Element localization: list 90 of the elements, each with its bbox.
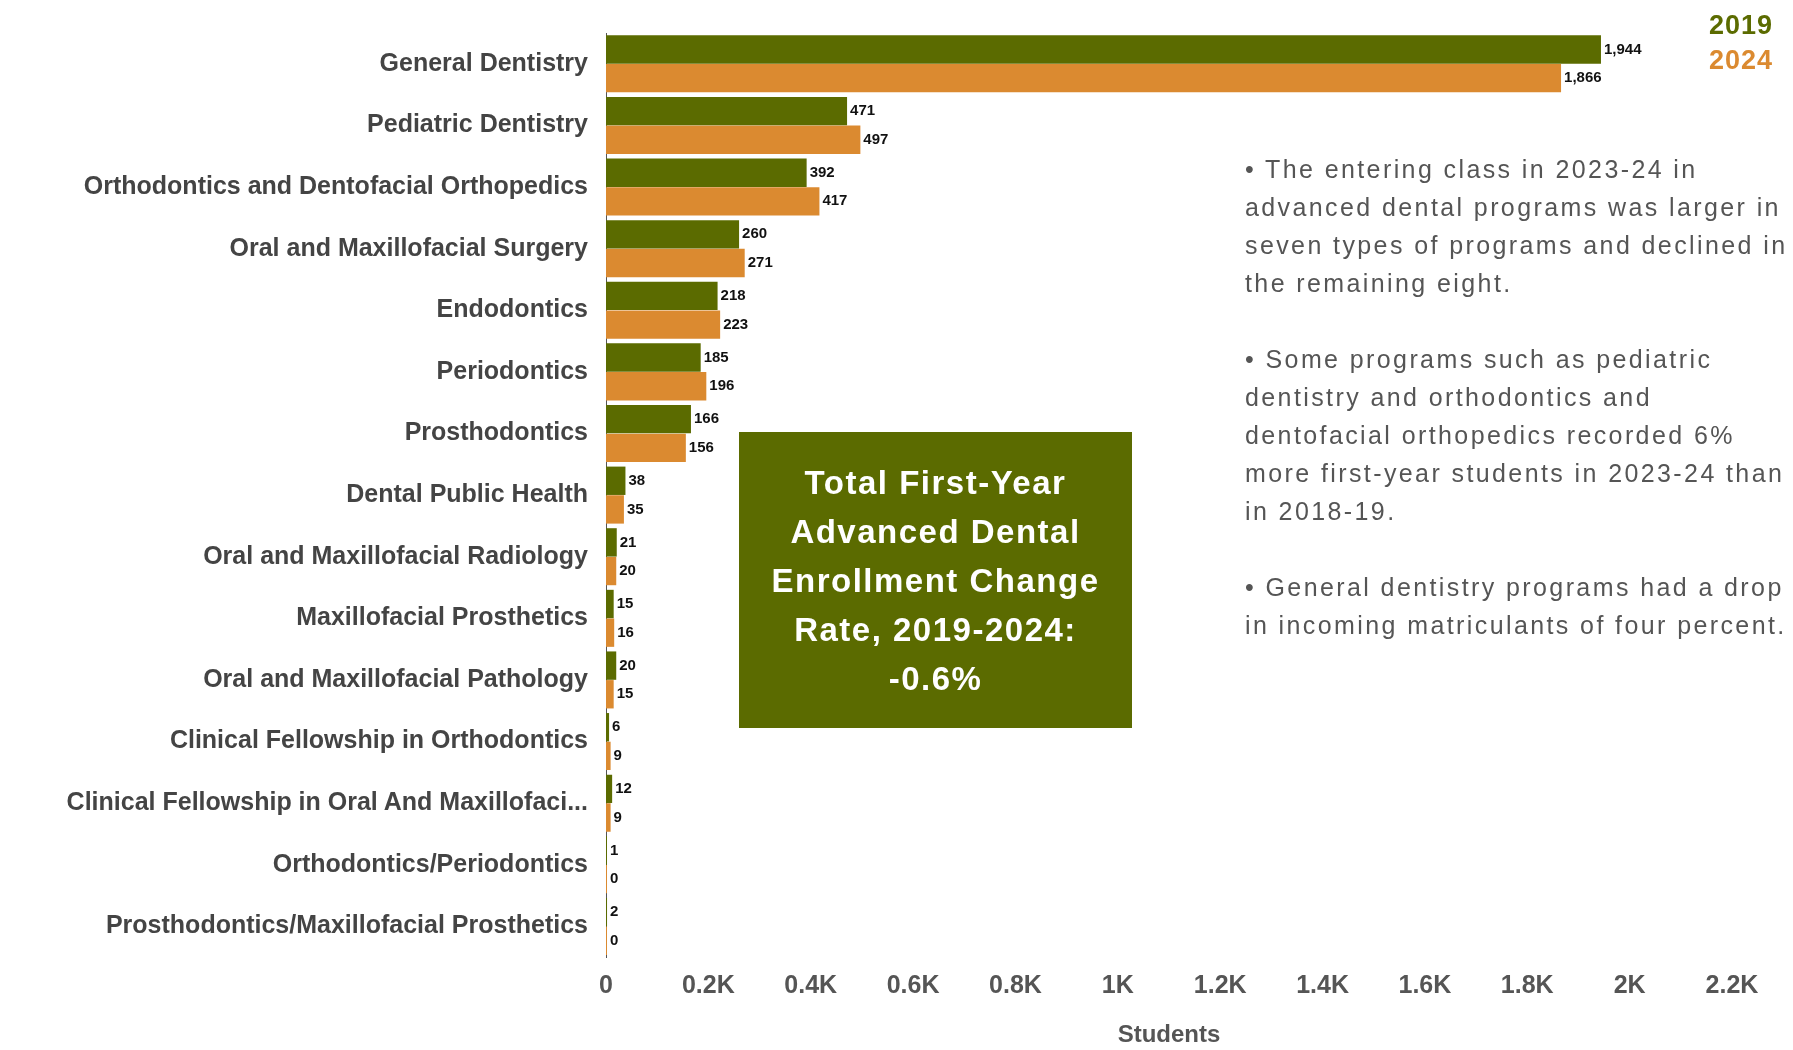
bar <box>606 281 718 311</box>
bar <box>606 680 614 709</box>
data-label: 223 <box>723 314 749 332</box>
y-tick-label: Oral and Maxillofacial Radiology <box>203 540 589 569</box>
data-label: 166 <box>693 409 719 427</box>
y-tick-label: Dental Public Health <box>346 478 588 507</box>
x-tick-label: 1.6K <box>1398 970 1452 999</box>
y-tick-label: Prosthodontics/Maxillofacial Prosthetics <box>105 910 588 939</box>
y-tick-label: Oral and Maxillofacial Surgery <box>229 232 589 261</box>
y-tick-label: Oral and Maxillofacial Pathology <box>203 663 589 692</box>
data-label: 0 <box>610 869 619 887</box>
y-tick-label: Orthodontics/Periodontics <box>272 848 588 877</box>
bar <box>606 528 617 557</box>
data-label: 218 <box>720 286 746 304</box>
data-label: 196 <box>709 376 735 394</box>
y-tick-label: Endodontics <box>436 294 588 323</box>
data-label: 392 <box>809 162 835 180</box>
bar <box>606 187 820 216</box>
data-label: 2 <box>610 902 619 920</box>
data-label: 20 <box>619 655 636 673</box>
data-label: 16 <box>617 622 634 640</box>
x-tick-label: 0 <box>599 970 613 999</box>
x-tick-label: 1.2K <box>1193 970 1247 999</box>
bar <box>606 220 740 249</box>
x-tick-label: 1.4K <box>1296 970 1349 999</box>
text: 2019 <box>1708 9 1773 42</box>
annotation: • The entering class in 2023-24 in advanced dental programs was larger in seven types of programs and declined in the remaining eight. <box>1245 154 1789 299</box>
y-tick-label: Periodontics <box>436 355 588 384</box>
data-label: 20 <box>619 561 636 579</box>
x-tick-label: 1K <box>1101 970 1134 999</box>
data-label: 156 <box>688 437 714 455</box>
x-tick-label: 0.6K <box>886 970 940 999</box>
bar <box>606 372 707 401</box>
x-tick-label: 1.8K <box>1500 970 1554 999</box>
data-label: 260 <box>742 224 768 242</box>
y-tick-label: Orthodontics and Dentofacial Orthopedics <box>83 170 588 199</box>
y-tick-label: Clinical Fellowship in Orthodontics <box>169 725 588 754</box>
bar <box>606 741 611 771</box>
y-tick-label: Maxillofacial Prosthetics <box>296 602 588 631</box>
annotation: Total First-Year Advanced Dental Enrollment Change Rate, 2019-2024: -0.6% <box>739 432 1132 728</box>
bar <box>606 125 861 154</box>
bar <box>606 63 1562 93</box>
data-label: 9 <box>613 807 622 825</box>
bar <box>606 556 617 586</box>
data-label: 21 <box>619 532 637 550</box>
bar <box>606 774 613 804</box>
bar <box>606 404 691 434</box>
bar <box>606 96 848 126</box>
data-label: 15 <box>616 594 634 612</box>
bar <box>606 651 617 680</box>
y-tick-label: Pediatric Dentistry <box>367 109 589 138</box>
data-label: 0 <box>610 930 619 948</box>
data-label: 497 <box>863 129 889 147</box>
bar <box>606 589 614 619</box>
data-label: 6 <box>612 717 621 735</box>
y-tick-label: Clinical Fellowship in Oral And Maxillofaci... <box>66 787 588 816</box>
y-tick-label: General Dentistry <box>379 47 589 76</box>
bar <box>606 495 624 524</box>
bar <box>606 248 745 278</box>
annotation: • Some programs such as pediatric dentistry and orthodontics and dentofacial orthopedics recorded 6% more first-year students in 2023-24 than in 2018-19. <box>1245 344 1786 527</box>
bar <box>606 466 626 495</box>
x-tick-label: 2K <box>1613 970 1646 999</box>
data-label: 1,866 <box>1564 68 1602 86</box>
y-tick-label: Prosthodontics <box>404 417 588 446</box>
data-label: 1,944 <box>1603 39 1643 57</box>
bar <box>606 803 611 832</box>
data-label: 12 <box>615 778 632 796</box>
bar <box>606 343 701 372</box>
bar <box>606 433 686 462</box>
x-axis-title: Students <box>1117 1020 1221 1048</box>
data-label: 1 <box>610 840 619 858</box>
data-label: 15 <box>616 684 634 702</box>
data-label: 9 <box>613 746 622 764</box>
data-label: 271 <box>747 253 773 271</box>
x-tick-label: 2.2K <box>1705 970 1759 999</box>
annotation: • General dentistry programs had a drop in incoming matriculants of four percent. <box>1245 572 1788 641</box>
bar <box>606 35 1601 64</box>
bar <box>606 618 615 647</box>
data-label: 417 <box>822 191 848 209</box>
data-label: 38 <box>628 470 646 488</box>
bar <box>606 158 807 187</box>
bar <box>606 310 721 339</box>
data-label: 35 <box>626 499 644 517</box>
text: 2024 <box>1708 44 1773 77</box>
bar <box>606 713 610 742</box>
data-label: 185 <box>703 347 729 365</box>
data-label: 471 <box>850 101 876 119</box>
x-tick-label: 0.4K <box>784 970 838 999</box>
x-tick-label: 0.8K <box>989 970 1042 999</box>
x-tick-label: 0.2K <box>681 970 735 999</box>
